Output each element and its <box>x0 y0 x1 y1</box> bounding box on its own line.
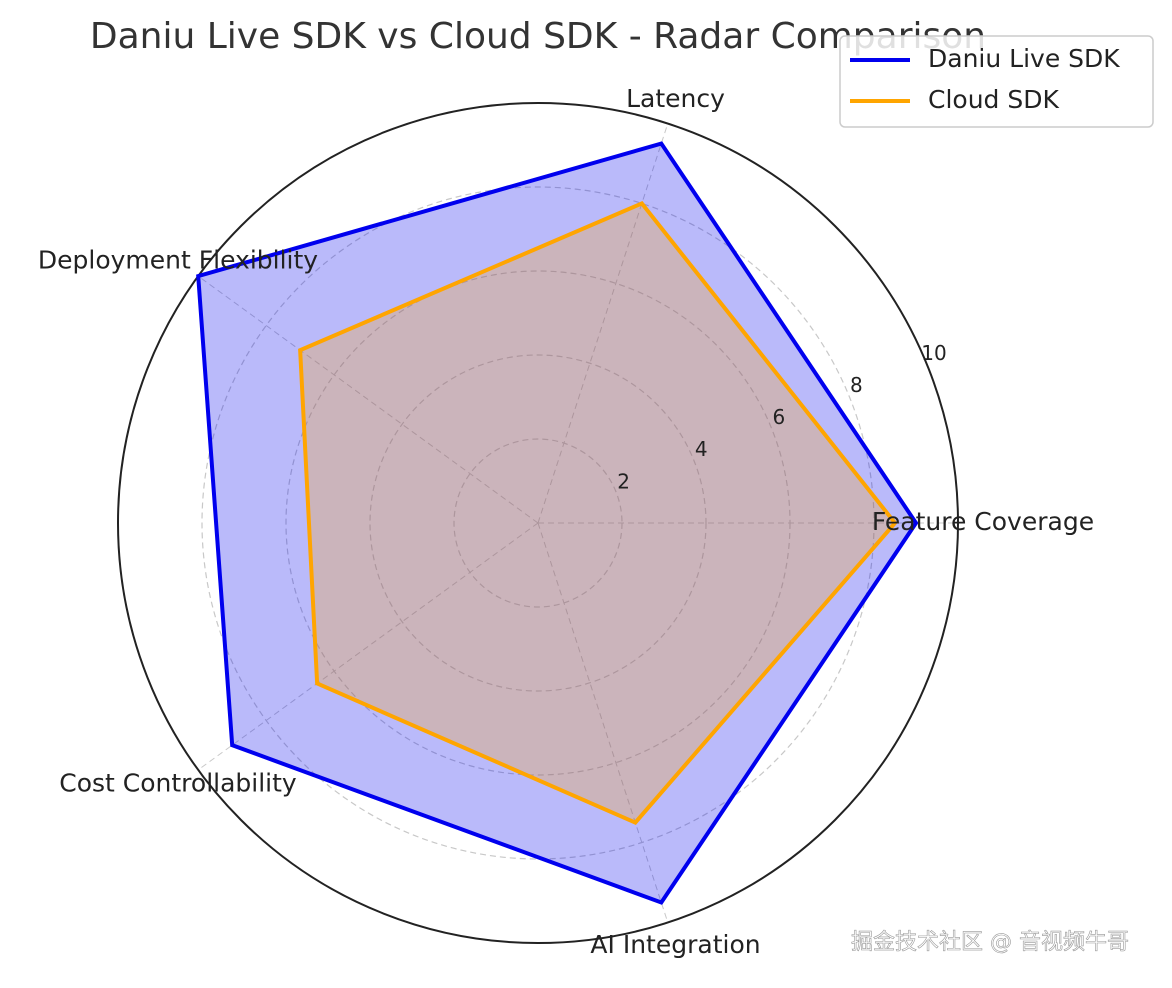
spoke <box>537 522 669 923</box>
spoke <box>197 522 539 771</box>
watermark: 掘金技术社区 @ 音视频牛哥 <box>851 930 1129 955</box>
grid-circle <box>369 354 707 692</box>
outer-circle <box>117 102 959 944</box>
legend-box <box>839 35 1154 128</box>
series-area <box>300 203 895 823</box>
category-label: Latency <box>626 84 725 113</box>
legend-label: Cloud SDK <box>928 85 1059 114</box>
category-label: Cost Controllability <box>59 769 297 798</box>
series-line <box>298 201 898 826</box>
legend-label: Daniu Live SDK <box>928 44 1120 73</box>
r-tick-label: 4 <box>695 437 708 461</box>
category-label: AI Integration <box>590 930 760 959</box>
category-label: Deployment Flexibility <box>38 245 318 274</box>
r-tick-label: 2 <box>617 469 630 493</box>
series-area <box>198 143 916 903</box>
spoke <box>537 123 669 524</box>
r-tick-label: 6 <box>772 405 785 429</box>
r-tick-label: 10 <box>921 341 946 365</box>
r-tick-label: 8 <box>850 373 863 397</box>
chart-title: Daniu Live SDK vs Cloud SDK - Radar Comp… <box>90 16 986 57</box>
category-label: Feature Coverage <box>872 507 1094 536</box>
series-line <box>196 141 919 905</box>
spoke <box>197 275 539 524</box>
